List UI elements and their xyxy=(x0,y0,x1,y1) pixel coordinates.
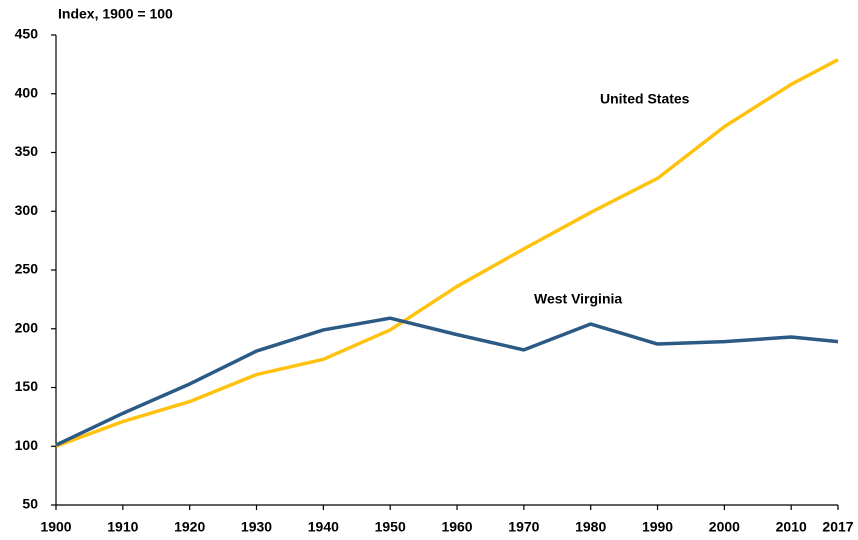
x-tick-label: 1900 xyxy=(40,519,71,535)
y-axis-label: Index, 1900 = 100 xyxy=(58,6,173,22)
x-tick-label: 1930 xyxy=(241,519,272,535)
y-tick-label: 100 xyxy=(15,437,39,453)
y-tick-label: 450 xyxy=(15,26,39,42)
x-tick-label: 1950 xyxy=(375,519,406,535)
x-tick-label: 1970 xyxy=(508,519,539,535)
y-tick-label: 300 xyxy=(15,202,39,218)
x-tick-label: 2000 xyxy=(709,519,740,535)
series-label: West Virginia xyxy=(534,291,622,307)
y-tick-label: 200 xyxy=(15,319,39,335)
series-line xyxy=(55,58,839,448)
y-tick-label: 150 xyxy=(15,378,39,394)
x-tick-label: 1940 xyxy=(308,519,339,535)
y-tick-label: 400 xyxy=(15,84,39,100)
y-tick-label: 50 xyxy=(22,496,38,512)
x-tick-label: 2017 xyxy=(822,519,853,535)
x-tick-label: 1920 xyxy=(174,519,205,535)
x-tick-label: 1960 xyxy=(441,519,472,535)
x-tick-label: 1990 xyxy=(642,519,673,535)
x-tick-label: 2010 xyxy=(776,519,807,535)
x-tick-label: 1980 xyxy=(575,519,606,535)
series-label: United States xyxy=(600,91,690,107)
y-tick-label: 350 xyxy=(15,143,39,159)
x-tick-label: 1910 xyxy=(107,519,138,535)
series-line xyxy=(55,316,839,447)
y-tick-label: 250 xyxy=(15,261,39,277)
